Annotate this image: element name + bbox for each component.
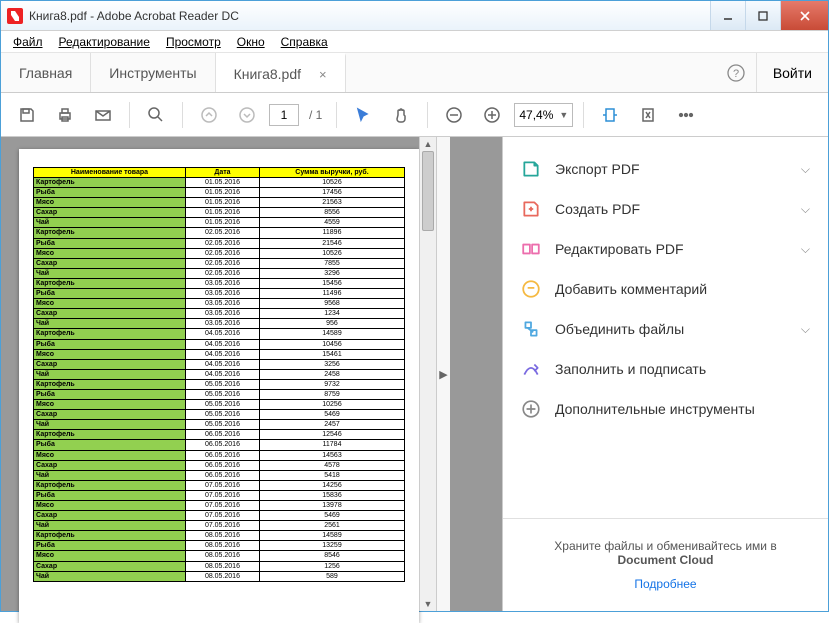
menu-bar: Файл Редактирование Просмотр Окно Справк… [1,31,828,53]
data-table: Наименование товараДатаСумма выручки, ру… [33,167,405,582]
scroll-up-icon[interactable]: ▲ [420,137,436,151]
page-down-icon[interactable] [231,99,263,131]
scroll-down-icon[interactable]: ▼ [420,597,436,611]
tool-item[interactable]: Экспорт PDF ⌵ [503,149,828,189]
scroll-thumb[interactable] [422,151,434,231]
menu-help[interactable]: Справка [275,33,334,51]
tool-label: Экспорт PDF [555,161,787,177]
panel-footer: Храните файлы и обменивайтесь ими вDocum… [503,518,828,611]
tool-icon [521,159,541,179]
tab-home[interactable]: Главная [1,53,91,92]
title-bar: Книга8.pdf - Adobe Acrobat Reader DC [1,1,828,31]
tool-icon [521,279,541,299]
help-button[interactable]: ? [716,53,756,92]
vertical-scrollbar[interactable]: ▲ ▼ [419,137,436,611]
document-viewport[interactable]: Наименование товараДатаСумма выручки, ру… [1,137,502,611]
close-button[interactable] [780,1,828,30]
maximize-button[interactable] [745,1,780,30]
print-icon[interactable] [49,99,81,131]
fit-width-icon[interactable] [594,99,626,131]
app-window: Книга8.pdf - Adobe Acrobat Reader DC Фай… [0,0,829,612]
page-total-label: / 1 [309,108,322,122]
tab-document-label: Книга8.pdf [234,66,301,82]
tool-item[interactable]: Объединить файлы ⌵ [503,309,828,349]
tool-label: Создать PDF [555,201,787,217]
learn-more-link[interactable]: Подробнее [521,577,810,591]
menu-edit[interactable]: Редактирование [53,33,156,51]
chevron-down-icon: ⌵ [801,242,810,257]
fit-page-icon[interactable] [632,99,664,131]
page-up-icon[interactable] [193,99,225,131]
login-button[interactable]: Войти [756,53,828,92]
main-area: Наименование товараДатаСумма выручки, ру… [1,137,828,611]
tool-item[interactable]: Заполнить и подписать [503,349,828,389]
tool-label: Дополнительные инструменты [555,401,810,417]
pdf-page: Наименование товараДатаСумма выручки, ру… [19,149,419,623]
email-icon[interactable] [87,99,119,131]
svg-text:?: ? [733,68,739,80]
chevron-down-icon: ⌵ [801,322,810,337]
zoom-select[interactable]: 47,4%▼ [514,103,573,127]
app-icon [7,8,23,24]
save-icon[interactable] [11,99,43,131]
search-icon[interactable] [140,99,172,131]
more-icon[interactable] [670,99,702,131]
tool-icon [521,199,541,219]
zoom-out-icon[interactable] [438,99,470,131]
menu-view[interactable]: Просмотр [160,33,227,51]
tools-list: Экспорт PDF⌵Создать PDF⌵Редактировать PD… [503,137,828,518]
hand-tool-icon[interactable] [385,99,417,131]
tool-item[interactable]: Дополнительные инструменты [503,389,828,429]
tab-tools[interactable]: Инструменты [91,53,215,92]
chevron-down-icon: ⌵ [801,162,810,177]
tool-icon [521,319,541,339]
tool-item[interactable]: Добавить комментарий [503,269,828,309]
tool-label: Редактировать PDF [555,241,787,257]
tool-item[interactable]: Редактировать PDF ⌵ [503,229,828,269]
tool-icon [521,359,541,379]
document-tabs: Главная Инструменты Книга8.pdf × ? Войти [1,53,828,93]
panel-collapse-grip[interactable]: ▶ [436,137,450,611]
zoom-in-icon[interactable] [476,99,508,131]
tool-item[interactable]: Создать PDF ⌵ [503,189,828,229]
window-title: Книга8.pdf - Adobe Acrobat Reader DC [29,9,710,23]
page-number-input[interactable] [269,104,299,126]
tab-close-icon[interactable]: × [319,67,327,82]
tab-document[interactable]: Книга8.pdf × [216,53,346,92]
tool-label: Добавить комментарий [555,281,810,297]
tool-icon [521,399,541,419]
menu-file[interactable]: Файл [7,33,49,51]
tool-label: Заполнить и подписать [555,361,810,377]
right-panel: Экспорт PDF⌵Создать PDF⌵Редактировать PD… [502,137,828,611]
menu-window[interactable]: Окно [231,33,271,51]
tool-label: Объединить файлы [555,321,787,337]
minimize-button[interactable] [710,1,745,30]
toolbar: / 1 47,4%▼ [1,93,828,137]
chevron-down-icon: ⌵ [801,202,810,217]
select-tool-icon[interactable] [347,99,379,131]
tool-icon [521,239,541,259]
